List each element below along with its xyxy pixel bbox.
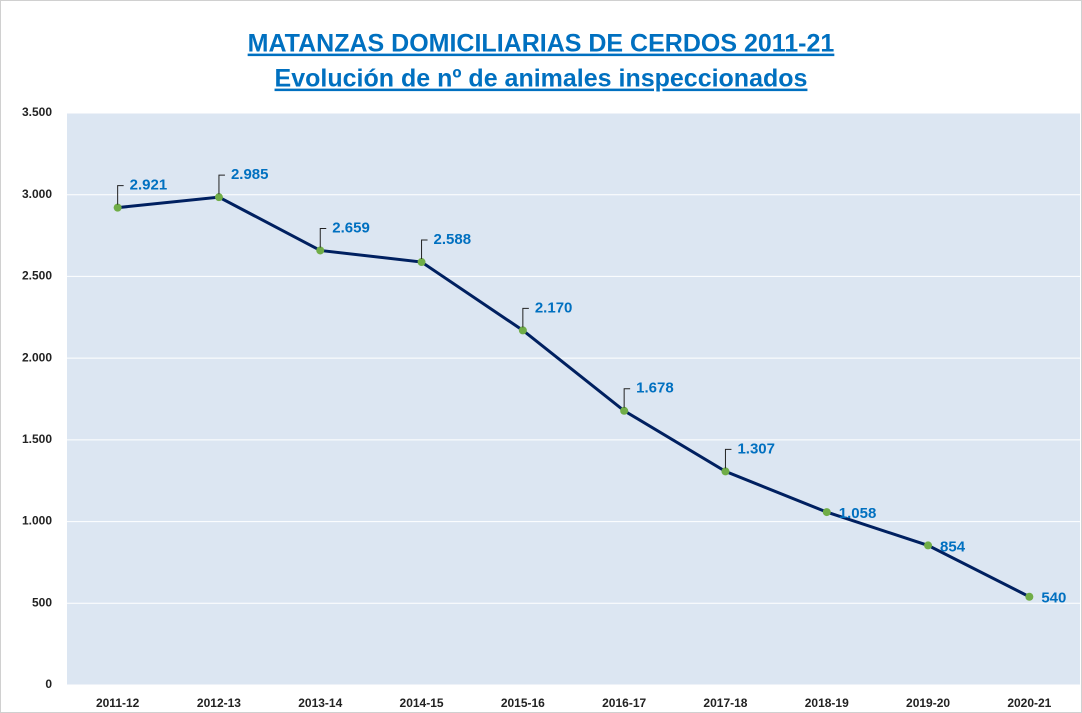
value-label: 2.985 <box>231 166 269 183</box>
data-line <box>117 195 1031 599</box>
value-label: 854 <box>940 538 966 555</box>
chart-title: MATANZAS DOMICILIARIAS DE CERDOS 2011-21 <box>248 30 835 58</box>
x-tick-label: 2013-14 <box>298 696 342 710</box>
x-tick-label: 2016-17 <box>602 696 646 710</box>
data-point <box>316 246 325 255</box>
y-tick-label: 3.500 <box>22 105 52 119</box>
x-tick-label: 2020-21 <box>1007 696 1051 710</box>
y-tick-label: 0 <box>45 677 52 691</box>
x-tick-label: 2012-13 <box>197 696 241 710</box>
label-leader <box>623 388 631 408</box>
y-tick-label: 2.500 <box>22 269 52 283</box>
plot-area <box>67 113 1080 685</box>
y-tick-label: 2.000 <box>22 350 52 364</box>
y-tick-label: 1.000 <box>22 514 52 528</box>
label-leader <box>319 227 327 248</box>
value-label: 540 <box>1041 590 1066 607</box>
x-tick-label: 2017-18 <box>703 696 747 710</box>
value-label: 2.921 <box>130 177 168 194</box>
y-tick-label: 3.000 <box>22 187 52 201</box>
value-label: 2.659 <box>332 219 370 236</box>
x-tick-label: 2011-12 <box>96 696 140 710</box>
data-point <box>518 326 527 335</box>
value-label: 2.588 <box>434 231 472 248</box>
value-label: 2.170 <box>535 299 573 316</box>
data-point <box>113 203 122 212</box>
x-tick-label: 2015-16 <box>501 696 545 710</box>
value-label: 1.678 <box>636 380 674 397</box>
chart-subtitle: Evolución de nº de animales inspeccionad… <box>275 65 808 93</box>
data-point <box>1025 592 1034 601</box>
data-point <box>924 541 933 550</box>
data-point <box>417 258 426 267</box>
label-leader <box>522 307 529 328</box>
y-tick-label: 1.500 <box>22 432 52 446</box>
x-tick-label: 2019-20 <box>906 696 950 710</box>
x-tick-label: 2018-19 <box>805 696 849 710</box>
label-leader <box>421 239 428 260</box>
value-label: 1.058 <box>839 505 877 522</box>
label-leader <box>724 448 732 469</box>
value-label: 1.307 <box>737 440 775 457</box>
data-point <box>620 406 629 415</box>
data-point <box>214 193 223 202</box>
label-leader <box>218 174 225 195</box>
y-tick-label: 500 <box>32 595 52 609</box>
x-tick-label: 2014-15 <box>400 696 444 710</box>
data-point <box>822 508 831 517</box>
label-leader <box>117 185 124 205</box>
data-point <box>721 467 730 476</box>
